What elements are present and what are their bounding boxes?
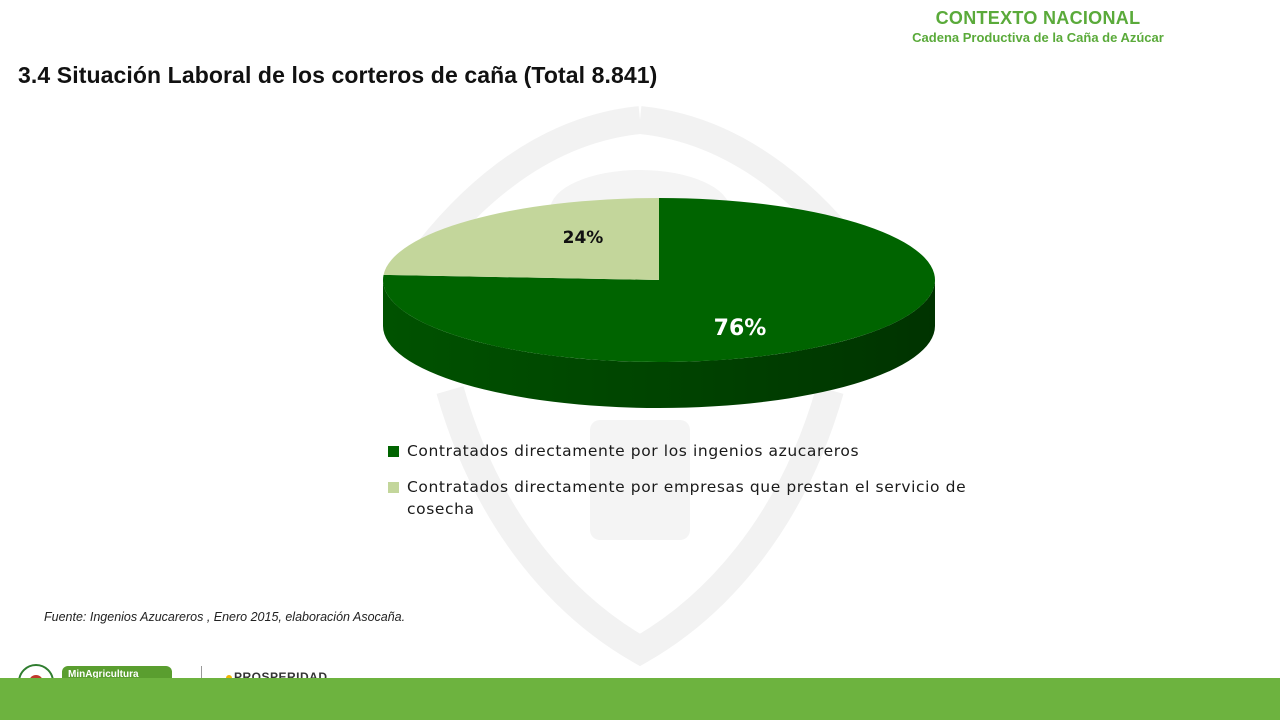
data-label-empresas: 24%: [563, 228, 604, 248]
legend-label-ingenios: Contratados directamente por los ingenio…: [407, 442, 860, 460]
prosperidad-logo: PROSPERIDAD: [226, 670, 328, 678]
minagricultura-logo: MinAgricultura: [62, 666, 172, 678]
data-label-ingenios: 76%: [714, 316, 767, 341]
logo-divider: [201, 666, 202, 678]
slide-title: 3.4 Situación Laboral de los corteros de…: [18, 62, 658, 88]
section-subtitle: Cadena Productiva de la Caña de Azúcar: [912, 29, 1164, 45]
legend-swatch-ingenios: [388, 446, 399, 457]
pie-slice-empresas: [383, 198, 659, 280]
chart-legend: Contratados directamente por los ingenio…: [385, 440, 985, 534]
pie-side-wall-ingenios: [383, 280, 935, 408]
header-section: CONTEXTO NACIONAL Cadena Productiva de l…: [858, 8, 1218, 45]
footer-bar: [0, 678, 1280, 720]
pie-chart: 76% 24%: [383, 198, 935, 408]
legend-item-ingenios: Contratados directamente por los ingenio…: [385, 440, 985, 462]
legend-label-empresas: Contratados directamente por empresas qu…: [407, 478, 967, 518]
legend-swatch-empresas: [388, 482, 399, 493]
legend-item-empresas: Contratados directamente por empresas qu…: [385, 476, 977, 520]
section-title: CONTEXTO NACIONAL: [935, 8, 1141, 28]
footer-logos: MinAgricultura PROSPERIDAD: [18, 662, 358, 678]
government-seal-logo: [18, 664, 54, 678]
source-note: Fuente: Ingenios Azucareros , Enero 2015…: [44, 610, 406, 624]
